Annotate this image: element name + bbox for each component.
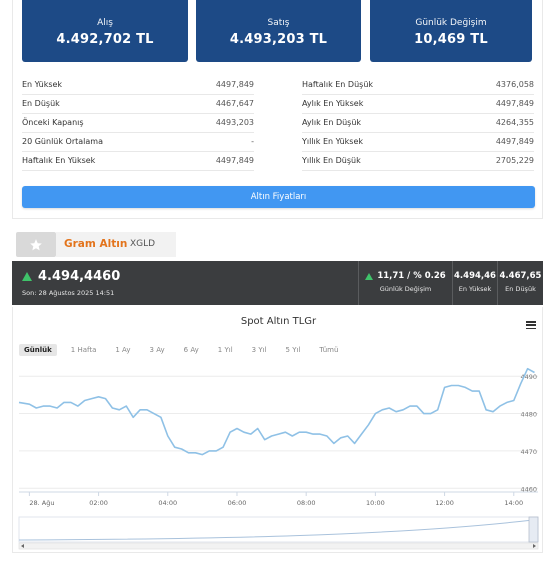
daily-change-value: 10,469 TL bbox=[414, 32, 488, 47]
summary-panel: Alış 4.492,702 TL Satış 4.493,203 TL Gün… bbox=[12, 0, 543, 219]
instrument-symbol: XGLD bbox=[130, 239, 156, 249]
buy-value: 4.492,702 TL bbox=[56, 32, 154, 47]
detail-label: Yıllık En Yüksek bbox=[302, 137, 364, 146]
day-low-box: 4.467,65 En Düşük bbox=[497, 261, 543, 305]
current-price-value: 4.494,4460 bbox=[38, 269, 121, 284]
detail-row: Yıllık En Yüksek 4497,849 bbox=[302, 133, 534, 152]
daily-change-quote-label: Günlük Değişim bbox=[379, 285, 432, 293]
detail-label: Yıllık En Düşük bbox=[302, 156, 361, 165]
detail-value: 4497,849 bbox=[215, 80, 254, 89]
detail-row: 20 Günlük Ortalama - bbox=[22, 133, 254, 152]
day-high-value: 4.494,46 bbox=[454, 271, 496, 281]
day-high-label: En Yüksek bbox=[458, 285, 492, 293]
daily-change-card: Günlük Değişim 10,469 TL bbox=[370, 0, 532, 62]
navigator-scrollbar bbox=[18, 542, 539, 550]
scroll-right-arrow-icon bbox=[533, 544, 536, 548]
detail-value: 4376,058 bbox=[495, 80, 534, 89]
detail-row: En Yüksek 4497,849 bbox=[22, 76, 254, 95]
star-icon bbox=[30, 238, 42, 250]
day-high-box: 4.494,46 En Yüksek bbox=[452, 261, 497, 305]
detail-value: 4497,849 bbox=[495, 137, 534, 146]
current-price: 4.494,4460 bbox=[22, 269, 120, 284]
day-low-label: En Düşük bbox=[505, 285, 536, 293]
range-button[interactable]: 1 Yıl bbox=[217, 346, 233, 354]
detail-label: En Düşük bbox=[22, 99, 60, 108]
range-button[interactable]: Günlük bbox=[19, 344, 57, 356]
up-arrow-icon bbox=[365, 272, 374, 280]
detail-label: Aylık En Düşük bbox=[302, 118, 362, 127]
buy-price-card: Alış 4.492,702 TL bbox=[22, 0, 188, 62]
detail-value: 4497,849 bbox=[495, 99, 534, 108]
detail-label: Önceki Kapanış bbox=[22, 118, 84, 127]
daily-change-label: Günlük Değişim bbox=[415, 18, 487, 28]
x-tick-label: 12:00 bbox=[435, 499, 454, 507]
chart-panel: 4460 4470 4480 4490 28. Ağu 02:00 04:00 06:00 08… bbox=[12, 307, 543, 553]
detail-row: Yıllık En Düşük 2705,229 bbox=[302, 152, 534, 171]
buy-label: Alış bbox=[97, 18, 113, 28]
navigator-frame bbox=[18, 516, 539, 543]
range-button[interactable]: 3 Yıl bbox=[251, 346, 267, 354]
detail-label: Haftalık En Düşük bbox=[302, 80, 374, 89]
y-tick-label: 4480 bbox=[520, 411, 537, 419]
price-chart[interactable]: 4460 4470 4480 4490 28. Ağu 02:00 04:00 06:00 08… bbox=[13, 307, 544, 553]
x-tick-label: 02:00 bbox=[89, 499, 108, 507]
detail-value: 4264,355 bbox=[495, 118, 534, 127]
range-button[interactable]: Tümü bbox=[319, 346, 339, 354]
detail-row: En Düşük 4467,647 bbox=[22, 95, 254, 114]
detail-row: Önceki Kapanış 4493,203 bbox=[22, 114, 254, 133]
hamburger-menu-icon[interactable] bbox=[526, 321, 536, 330]
sell-price-card: Satış 4.493,203 TL bbox=[196, 0, 361, 62]
detail-row: Aylık En Düşük 4264,355 bbox=[302, 114, 534, 133]
scroll-left-arrow-icon bbox=[21, 544, 24, 548]
y-tick-label: 4470 bbox=[520, 448, 537, 456]
range-button[interactable]: 6 Ay bbox=[183, 346, 199, 354]
day-low-value: 4.467,65 bbox=[499, 271, 542, 281]
navigator-handle bbox=[528, 516, 539, 543]
chart-title: Spot Altın TLGr bbox=[240, 316, 317, 327]
detail-value: 4467,647 bbox=[215, 99, 254, 108]
y-tick-label: 4460 bbox=[520, 485, 537, 493]
navigator-line bbox=[18, 519, 534, 541]
detail-label: Aylık En Yüksek bbox=[302, 99, 364, 108]
daily-change-box: 11,71 / % 0.26 Günlük Değişim bbox=[358, 261, 452, 305]
range-selector: Günlük 1 Hafta 1 Ay 3 Ay 6 Ay 1 Yıl 3 Yı… bbox=[19, 344, 352, 356]
instrument-name: Gram Altın bbox=[64, 238, 128, 250]
x-tick-label: 06:00 bbox=[228, 499, 247, 507]
y-tick-label: 4490 bbox=[520, 373, 537, 381]
detail-label: Haftalık En Yüksek bbox=[22, 156, 96, 165]
quote-bar: 4.494,4460 Son: 28 Ağustos 2025 14:51 11… bbox=[12, 261, 543, 305]
x-tick-label: 10:00 bbox=[366, 499, 385, 507]
details-table-right: Haftalık En Düşük 4376,058 Aylık En Yükse… bbox=[302, 76, 534, 171]
detail-value: 4493,203 bbox=[215, 118, 254, 127]
favorite-button[interactable] bbox=[16, 232, 56, 257]
daily-change-quote: 11,71 / % 0.26 bbox=[377, 271, 446, 281]
sell-label: Satış bbox=[267, 18, 290, 28]
range-button[interactable]: 3 Ay bbox=[149, 346, 165, 354]
detail-label: En Yüksek bbox=[22, 80, 63, 89]
price-series-line bbox=[18, 367, 535, 456]
detail-row: Haftalık En Düşük 4376,058 bbox=[302, 76, 534, 95]
title-background bbox=[56, 232, 176, 257]
x-tick-label: 08:00 bbox=[297, 499, 316, 507]
detail-row: Haftalık En Yüksek 4497,849 bbox=[22, 152, 254, 171]
detail-label: 20 Günlük Ortalama bbox=[22, 137, 103, 146]
detail-value: 2705,229 bbox=[495, 156, 534, 165]
range-button[interactable]: 1 Hafta bbox=[70, 346, 97, 354]
x-tick-label: 14:00 bbox=[504, 499, 523, 507]
x-tick-label: 04:00 bbox=[158, 499, 177, 507]
range-button[interactable]: 1 Ay bbox=[115, 346, 131, 354]
details-table-left: En Yüksek 4497,849 En Düşük 4467,647 Öncek… bbox=[22, 76, 254, 171]
up-arrow-icon bbox=[22, 272, 32, 281]
instrument-header: Gram Altın XGLD bbox=[12, 230, 543, 258]
range-button[interactable]: 5 Yıl bbox=[285, 346, 301, 354]
last-update-time: Son: 28 Ağustos 2025 14:51 bbox=[22, 289, 115, 297]
sell-value: 4.493,203 TL bbox=[229, 32, 328, 47]
x-tick-label: 28. Ağu bbox=[29, 499, 54, 507]
detail-row: Aylık En Yüksek 4497,849 bbox=[302, 95, 534, 114]
gold-prices-button[interactable]: Altın Fiyatları bbox=[22, 186, 535, 208]
detail-value: 4497,849 bbox=[215, 156, 254, 165]
detail-value: - bbox=[251, 137, 254, 146]
